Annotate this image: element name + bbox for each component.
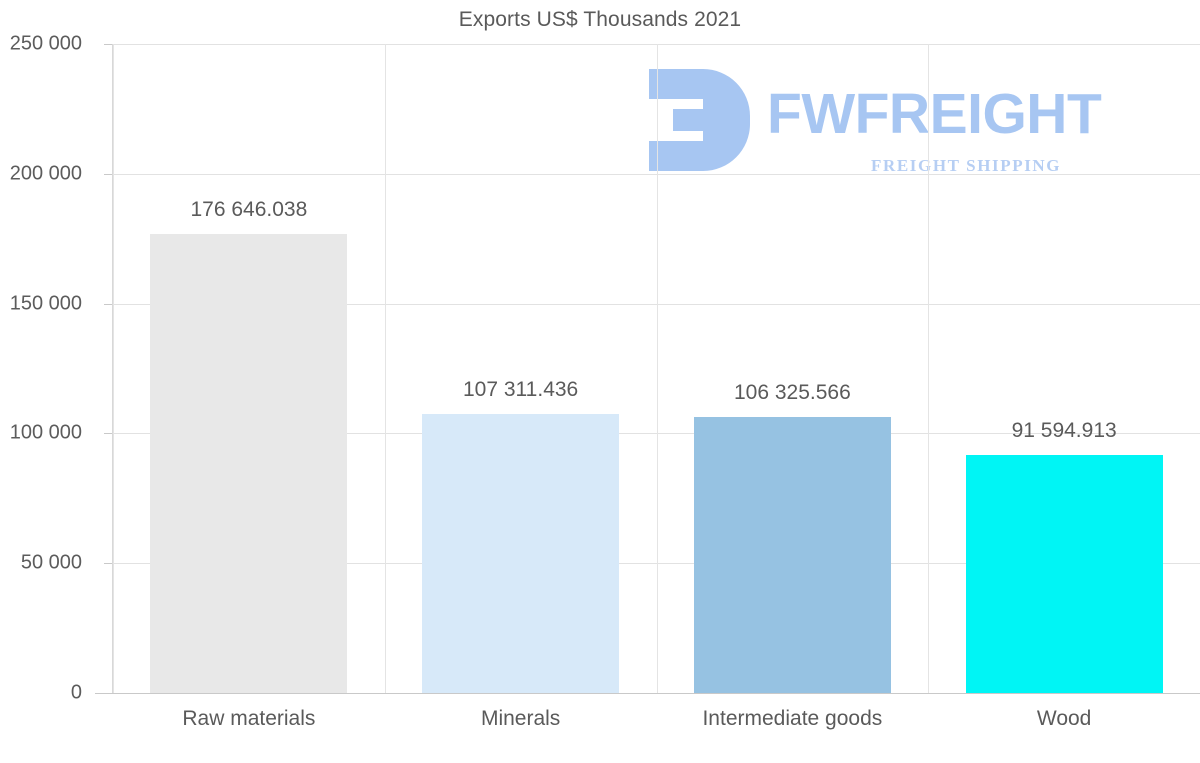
y-tick-label: 200 000 [9,162,82,185]
bar-value-label: 176 646.038 [190,198,308,222]
bar-raw-materials[interactable] [150,234,348,693]
plot-area [113,44,1200,694]
bar-value-label: 91 594.913 [1011,419,1117,443]
bar-minerals[interactable] [422,414,620,693]
gridline-horizontal [113,563,1200,565]
bar-wood[interactable] [965,455,1163,693]
gridline-vertical [928,44,929,693]
gridline-vertical [113,44,114,693]
x-tick-label: Wood [1036,707,1092,730]
gridline-horizontal [113,44,1200,45]
x-axis-line [95,693,1200,694]
gridline-horizontal [113,173,1200,175]
y-tick-label: 0 [70,681,82,704]
y-axis-line [112,44,113,694]
gridline-vertical [385,44,386,693]
y-tick-mark [104,433,113,435]
gridline-vertical [657,44,658,693]
chart-title: Exports US$ Thousands 2021 [458,8,742,31]
y-tick-label: 50 000 [20,551,82,574]
y-tick-label: 100 000 [9,421,82,444]
y-tick-mark [104,303,113,305]
gridline-horizontal [113,433,1200,435]
bar-value-label: 106 325.566 [733,380,851,404]
y-tick-mark [104,173,113,175]
x-tick-label: Raw materials [182,707,316,730]
y-tick-mark [104,44,113,45]
x-tick-label: Minerals [480,707,561,730]
bar-value-label: 107 311.436 [463,378,579,402]
y-tick-label: 250 000 [9,32,82,55]
y-tick-label: 150 000 [9,292,82,315]
y-tick-mark [104,563,113,565]
x-tick-label: Intermediate goods [702,707,883,730]
bar-intermediate-goods[interactable] [693,416,891,693]
gridline-horizontal [113,303,1200,305]
